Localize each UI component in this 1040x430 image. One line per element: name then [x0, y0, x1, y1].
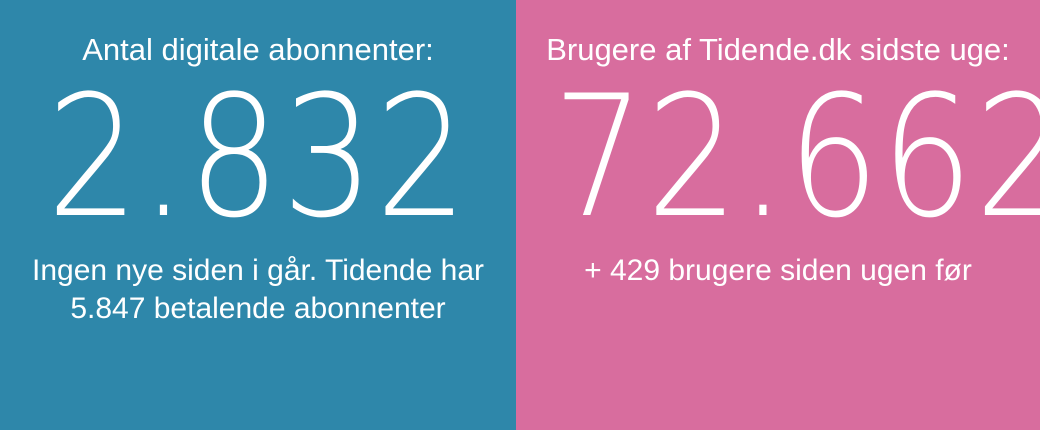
subscribers-panel: Antal digitale abonnenter: 2.832 Ingen n…: [0, 0, 516, 430]
subscribers-label: Antal digitale abonnenter:: [82, 32, 434, 67]
subscribers-subtext-line2: 5.847 betalende abonnenter: [70, 292, 446, 325]
users-subtext: + 429 brugere siden ugen før: [516, 252, 1040, 290]
users-panel: Brugere af Tidende.dk sidste uge: 72.662…: [516, 0, 1040, 430]
users-value: 72.662: [552, 59, 1040, 255]
subscribers-value: 2.832: [46, 59, 470, 255]
users-subtext-line1: + 429 brugere siden ugen før: [584, 254, 972, 287]
subscribers-subtext: Ingen nye siden i går. Tidende har 5.847…: [0, 252, 516, 328]
subscribers-subtext-line1: Ingen nye siden i går. Tidende har: [32, 254, 484, 287]
users-label: Brugere af Tidende.dk sidste uge:: [546, 32, 1010, 67]
